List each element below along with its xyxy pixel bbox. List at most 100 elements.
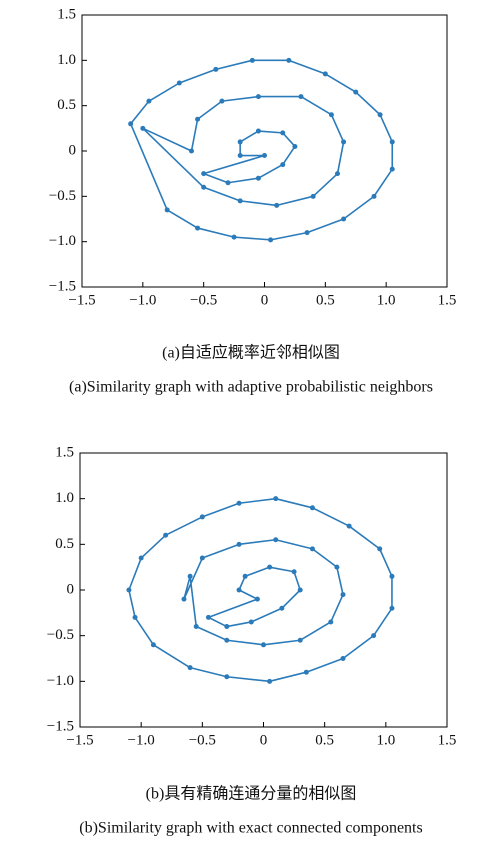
graph-node — [273, 537, 279, 543]
graph-node — [304, 230, 310, 236]
graph-node — [335, 171, 340, 177]
y-tick-label: −1.5 — [49, 278, 76, 294]
graph-node — [199, 555, 205, 561]
graph-edge-path — [142, 95, 345, 207]
graph-node — [268, 237, 274, 243]
graph-node — [248, 619, 254, 625]
x-tick-label: 0 — [261, 292, 269, 308]
graph-node — [138, 555, 144, 561]
graph-node — [224, 624, 230, 630]
graph-node — [201, 171, 207, 177]
graph-edge-path — [183, 538, 344, 646]
graph-node — [346, 523, 352, 529]
y-tick-label: 0.5 — [55, 536, 74, 552]
graph-node — [297, 587, 303, 593]
graph-node — [237, 139, 243, 145]
caption-en: (a)Similarity graph with adaptive probab… — [69, 379, 433, 396]
graph-node — [303, 669, 309, 675]
x-tick-label: −0.5 — [190, 292, 217, 308]
graph-node — [146, 98, 152, 104]
graph-node — [163, 532, 169, 538]
y-tick-label: 1.5 — [55, 444, 74, 460]
graph-node — [286, 57, 292, 63]
x-tick-label: 0.5 — [315, 732, 334, 748]
graph-node — [371, 633, 377, 639]
x-tick-label: 0 — [260, 732, 268, 748]
graph-node — [377, 112, 383, 118]
x-tick-label: 1.0 — [377, 292, 396, 308]
caption-en: (b)Similarity graph with exact connected… — [79, 820, 422, 837]
graph-node — [193, 624, 199, 630]
graph-node — [371, 193, 377, 199]
graph-node — [150, 642, 156, 648]
graph-node — [340, 592, 346, 598]
x-tick-label: 0.5 — [316, 292, 335, 308]
x-tick-label: −1.0 — [129, 292, 156, 308]
graph-node — [199, 514, 205, 520]
x-tick-label: −1.5 — [68, 292, 95, 308]
graph-node — [132, 614, 138, 620]
graph-node — [328, 619, 334, 625]
graph-node — [237, 153, 243, 159]
graph-node — [340, 656, 346, 661]
graph-node — [126, 587, 132, 593]
graph-node — [262, 153, 267, 159]
graph-node — [205, 614, 211, 620]
graph-node — [249, 57, 255, 63]
graph-node — [181, 596, 187, 602]
graph-node — [334, 564, 340, 570]
graph-node — [236, 541, 242, 547]
x-tick-label: 1.0 — [376, 732, 395, 748]
caption-zh: (b)具有精确连通分量的相似图 — [146, 785, 357, 803]
y-tick-label: −0.5 — [49, 188, 76, 204]
y-tick-label: −1.5 — [47, 718, 74, 734]
y-tick-label: −1.0 — [47, 673, 74, 689]
graph-node — [237, 198, 243, 204]
y-tick-label: −0.5 — [47, 627, 74, 643]
graph-node — [128, 121, 134, 127]
graph-node — [176, 80, 182, 86]
graph-node — [254, 596, 260, 602]
x-tick-label: 1.5 — [438, 292, 457, 308]
graph-node — [224, 637, 230, 643]
x-tick-label: −1.0 — [128, 732, 155, 748]
y-tick-label: 0.5 — [57, 97, 76, 113]
graph-node — [231, 234, 237, 240]
graph-node — [236, 587, 242, 593]
graph-node — [195, 225, 201, 231]
graph-node — [242, 573, 248, 579]
graph-node — [224, 674, 230, 680]
y-tick-label: 1.0 — [57, 52, 76, 68]
graph-node — [280, 130, 286, 136]
graph-node — [189, 148, 194, 154]
y-tick-label: −1.0 — [49, 233, 76, 249]
x-tick-label: 1.5 — [438, 732, 457, 748]
graph-node — [389, 605, 395, 611]
graph-node — [164, 207, 170, 213]
graph-node — [255, 175, 261, 181]
graph-node — [341, 139, 347, 145]
graph-node — [255, 94, 261, 100]
graph-node — [353, 89, 359, 95]
graph-node — [322, 71, 328, 77]
graph-node — [261, 642, 266, 648]
y-tick-label: 1.0 — [55, 490, 74, 506]
x-tick-label: −1.5 — [66, 732, 93, 748]
graph-edge-path — [129, 59, 394, 241]
graph-edge-path — [207, 566, 301, 628]
graph-node — [213, 66, 219, 72]
graph-edge-path — [128, 497, 393, 683]
graph-node — [310, 193, 316, 199]
graph-node — [187, 665, 193, 671]
caption-zh: (a)自适应概率近邻相似图 — [162, 343, 340, 362]
graph-node — [389, 573, 395, 579]
graph-node — [267, 678, 273, 684]
graph-node — [255, 128, 261, 134]
graph-node — [236, 500, 242, 506]
graph-node — [328, 112, 334, 118]
graph-node — [280, 162, 286, 168]
graph-node — [389, 166, 395, 172]
graph-node — [389, 139, 395, 145]
y-tick-label: 0 — [69, 142, 77, 158]
